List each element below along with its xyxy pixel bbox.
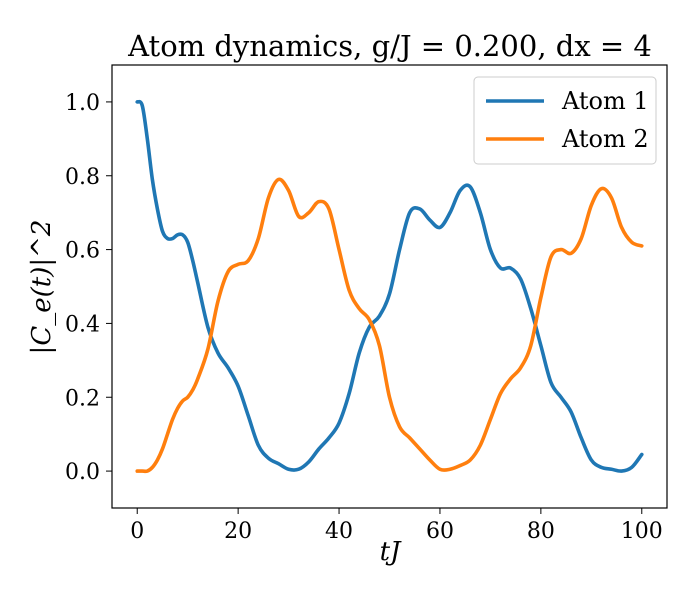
- x-tick-label: 20: [224, 519, 252, 544]
- x-tick-label: 100: [621, 519, 663, 544]
- x-axis-label: tJ: [380, 537, 402, 567]
- plot-frame: [111, 64, 668, 509]
- y-tick-label: 0.8: [65, 165, 100, 190]
- legend-label: Atom 1: [561, 87, 649, 115]
- series-line-atom-1: [135, 99, 644, 473]
- x-tick-label: 60: [426, 519, 454, 544]
- x-tick-label: 40: [325, 519, 353, 544]
- legend-label: Atom 2: [561, 125, 649, 153]
- y-tick-label: 0.6: [65, 239, 100, 264]
- ticks-layer: 0 20 40 60 80 100 0.0 0.2 0.4 0.6 0.8 1.0: [65, 91, 663, 544]
- legend-box: [473, 76, 657, 165]
- series-line-atom-2: [135, 177, 644, 474]
- y-tick-label: 1.0: [65, 91, 100, 116]
- y-tick-label: 0.0: [65, 460, 100, 485]
- y-tick-label: 0.4: [65, 312, 100, 337]
- y-axis-label: |C_e(t)|^2: [27, 220, 57, 355]
- x-tick-label: 0: [130, 519, 144, 544]
- y-tick-label: 0.2: [65, 386, 100, 411]
- x-tick-label: 80: [527, 519, 555, 544]
- legend: Atom 1 Atom 2: [473, 76, 657, 165]
- chart-title: Atom dynamics, g/J = 0.200, dx = 4: [127, 29, 652, 63]
- lines-layer: [135, 99, 644, 474]
